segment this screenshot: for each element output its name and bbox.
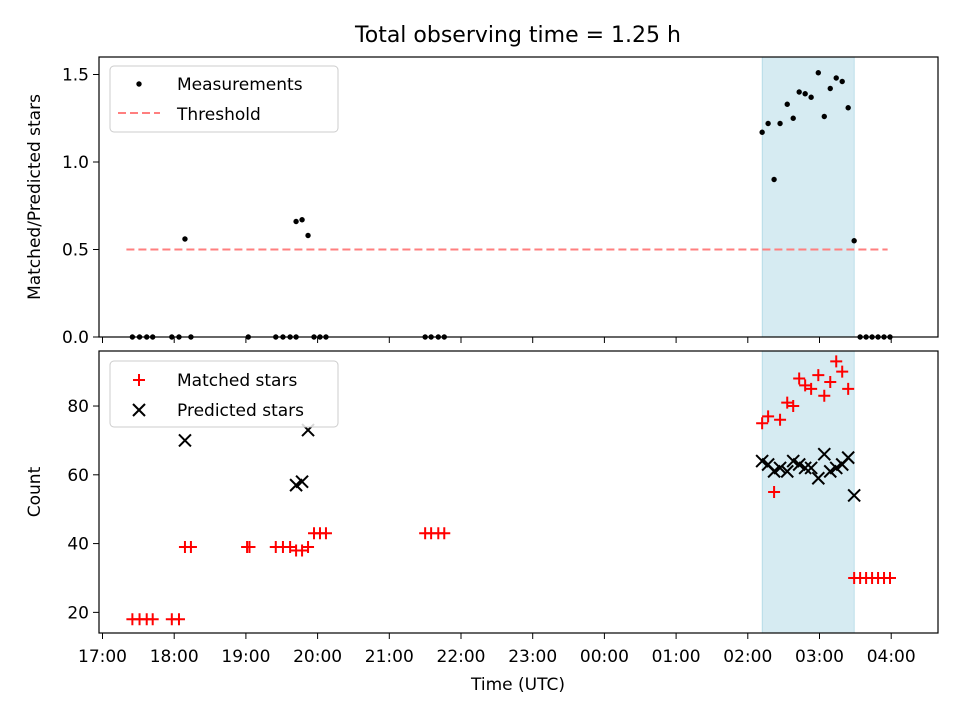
measurement-point xyxy=(821,113,827,120)
bottom-xtick-label: 20:00 xyxy=(293,647,342,667)
highlight-span xyxy=(761,56,855,338)
bottom-ylabel: Count xyxy=(25,466,45,517)
measurement-point xyxy=(182,236,188,242)
matched-star-point xyxy=(812,369,825,382)
predicted-star-point xyxy=(841,450,855,465)
matched-star-point xyxy=(774,413,787,426)
bottom-xtick-label: 19:00 xyxy=(221,647,270,667)
matched-star-point xyxy=(842,382,855,395)
legend-measurements-marker xyxy=(136,81,142,87)
predicted-star-point xyxy=(847,488,861,503)
legend-predicted-label: Predicted stars xyxy=(177,401,304,421)
legend-threshold-label: Threshold xyxy=(176,105,261,125)
predicted-star-point xyxy=(811,471,826,485)
predicted-star-point xyxy=(773,461,787,475)
bottom-xtick-label: 21:00 xyxy=(365,647,414,667)
bottom-xtick-label: 04:00 xyxy=(867,647,916,667)
matched-star-point xyxy=(762,410,775,423)
bottom-xlabel: Time (UTC) xyxy=(470,675,565,695)
measurement-point xyxy=(305,232,311,239)
measurement-point xyxy=(808,94,814,100)
bottom-xtick-label: 22:00 xyxy=(437,647,486,667)
matched-star-point xyxy=(884,571,897,584)
matched-star-point xyxy=(146,613,159,626)
matched-star-point xyxy=(793,372,806,385)
matched-star-point xyxy=(824,375,837,388)
matched-star-point xyxy=(818,389,831,402)
bottom-xtick-label: 18:00 xyxy=(150,647,199,667)
bottom-ytick-label: 40 xyxy=(67,535,89,555)
measurement-point xyxy=(833,75,839,81)
chart-title: Total observing time = 1.25 h xyxy=(354,23,681,48)
measurement-point xyxy=(790,115,796,121)
bottom-ytick-label: 20 xyxy=(67,603,89,623)
matched-star-point xyxy=(243,541,256,554)
bottom-xtick-label: 01:00 xyxy=(652,647,701,667)
matched-star-point xyxy=(172,613,185,626)
measurement-point xyxy=(827,85,833,92)
legend-measurements-label: Measurements xyxy=(177,75,303,95)
matched-star-point xyxy=(830,355,843,368)
top-ytick-label: 1.0 xyxy=(62,153,89,173)
top-ytick-label: 1.5 xyxy=(62,66,89,86)
bottom-xtick-label: 03:00 xyxy=(795,647,844,667)
predicted-star-point xyxy=(295,474,309,489)
predicted-star-point xyxy=(780,464,794,479)
measurement-point xyxy=(845,105,851,111)
measurement-point xyxy=(851,238,857,244)
bottom-axes-frame xyxy=(98,350,939,634)
predicted-star-point xyxy=(804,461,818,475)
measurement-point xyxy=(784,101,790,107)
predicted-star-point xyxy=(829,461,843,475)
matched-star-point xyxy=(787,400,800,413)
bottom-xtick-label: 00:00 xyxy=(580,647,629,667)
measurement-point xyxy=(293,218,299,225)
bottom-legend: Matched stars Predicted stars xyxy=(109,360,339,428)
matched-star-point xyxy=(836,365,849,378)
legend-predicted-marker xyxy=(132,403,146,417)
matched-star-point xyxy=(805,382,818,395)
matched-star-point xyxy=(302,541,315,554)
bottom-legend-frame xyxy=(109,360,339,428)
legend-matched-marker xyxy=(133,374,145,386)
top-legend: Measurements Threshold xyxy=(109,65,339,133)
bottom-panel: 20 40 60 80 17:00 18:00 19:00 20:00 21:00 22:00 2… xyxy=(25,350,939,695)
top-ytick-label: 0.5 xyxy=(62,241,89,261)
matched-star-point xyxy=(438,527,451,540)
measurement-point xyxy=(802,91,808,97)
matched-star-point xyxy=(184,541,197,554)
top-axes-frame xyxy=(98,56,939,338)
top-ytick-label: 0.0 xyxy=(62,328,89,348)
measurement-point xyxy=(815,70,822,76)
measurement-point xyxy=(796,89,802,95)
measurement-point xyxy=(777,120,783,127)
predicted-star-point xyxy=(798,461,812,475)
measurement-point xyxy=(765,120,771,127)
top-panel: 0.0 0.5 1.0 1.5 Matched/Predicted stars Mea… xyxy=(25,56,939,348)
bottom-xtick-label: 17:00 xyxy=(78,647,127,667)
predicted-star-point xyxy=(817,447,831,461)
predicted-star-point xyxy=(178,433,192,448)
measurement-point xyxy=(299,217,305,223)
matched-star-point xyxy=(756,417,769,430)
bottom-ytick-label: 80 xyxy=(67,397,89,417)
legend-matched-label: Matched stars xyxy=(177,371,297,391)
matched-star-point xyxy=(768,486,781,498)
measurement-point xyxy=(771,176,777,183)
measurement-point xyxy=(759,129,765,135)
bottom-xtick-label: 23:00 xyxy=(508,647,557,667)
measurement-point xyxy=(839,78,845,85)
bottom-xtick-label: 02:00 xyxy=(723,647,772,667)
matched-star-point xyxy=(319,527,332,540)
top-legend-frame xyxy=(109,65,339,133)
bottom-ytick-label: 60 xyxy=(67,466,89,486)
top-ylabel: Matched/Predicted stars xyxy=(25,94,45,300)
